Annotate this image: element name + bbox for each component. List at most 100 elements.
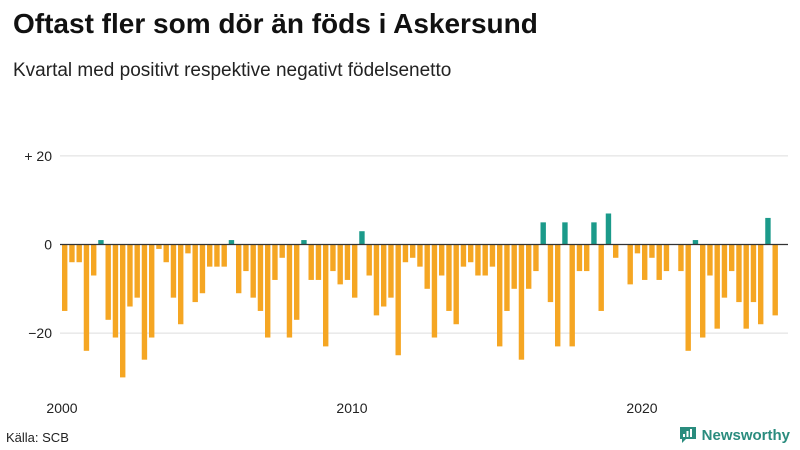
bar-65	[533, 244, 539, 272]
bar-90	[714, 244, 720, 329]
y-tick-label-1: 0	[44, 237, 52, 253]
bar-40	[352, 244, 358, 298]
bar-20	[207, 244, 213, 267]
bar-69	[562, 222, 568, 245]
bar-13	[156, 244, 162, 249]
bar-55	[460, 244, 467, 267]
bar-76	[613, 244, 619, 258]
bar-4	[91, 244, 97, 276]
bar-92	[729, 244, 735, 272]
bar-57	[475, 244, 481, 276]
bar-24	[236, 244, 242, 294]
bar-52	[439, 244, 445, 276]
brand-logo: Newsworthy	[679, 426, 790, 444]
bar-47	[402, 244, 409, 263]
bar-66	[540, 222, 546, 245]
bar-5	[98, 240, 104, 245]
bar-78	[627, 244, 633, 285]
bar-49	[417, 244, 423, 267]
bar-54	[453, 244, 459, 325]
bar-18	[192, 244, 198, 303]
bar-56	[468, 244, 474, 263]
bar-58	[482, 244, 488, 276]
bar-68	[555, 244, 561, 347]
bar-19	[199, 244, 206, 294]
bar-34	[308, 244, 314, 280]
bar-71	[576, 244, 583, 272]
bar-89	[707, 244, 713, 276]
bar-28	[265, 244, 271, 338]
bar-67	[547, 244, 554, 303]
bar-12	[149, 244, 155, 338]
bar-3	[83, 244, 90, 351]
bar-72	[584, 244, 590, 272]
bar-73	[591, 222, 597, 245]
bar-41	[359, 231, 365, 245]
bar-33	[301, 240, 307, 245]
bar-83	[663, 244, 670, 272]
bar-31	[286, 244, 293, 338]
bar-88	[700, 244, 706, 338]
bar-10	[134, 244, 140, 298]
bar-36	[323, 244, 329, 347]
bar-64	[526, 244, 532, 289]
bar-96	[758, 244, 764, 325]
brand-name: Newsworthy	[701, 426, 790, 444]
bar-80	[642, 244, 648, 280]
y-tick-label-0: + 20	[24, 148, 52, 164]
bar-22	[221, 244, 227, 267]
bar-9	[127, 244, 133, 307]
bar-11	[141, 244, 148, 360]
bar-75	[605, 213, 612, 245]
bar-35	[315, 244, 322, 280]
source-note: Källa: SCB	[6, 430, 69, 445]
bar-15	[170, 244, 177, 298]
bar-85	[678, 244, 684, 272]
bar-26	[250, 244, 256, 298]
bar-97	[765, 217, 771, 245]
bar-63	[518, 244, 525, 360]
bar-53	[446, 244, 452, 311]
bar-32	[294, 244, 300, 320]
bar-23	[228, 240, 235, 245]
bar-98	[772, 244, 778, 316]
bar-62	[511, 244, 517, 289]
bar-30	[279, 244, 285, 258]
bar-43	[373, 244, 380, 316]
bar-70	[569, 244, 575, 347]
y-tick-label-2: −20	[28, 325, 52, 341]
chart-title: Oftast fler som dör än föds i Askersund	[13, 8, 538, 39]
bar-37	[330, 244, 336, 272]
bar-94	[743, 244, 749, 329]
chart-subtitle: Kvartal med positivt respektive negativt…	[13, 60, 452, 81]
bar-8	[120, 244, 126, 378]
bar-25	[243, 244, 249, 272]
bar-27	[257, 244, 264, 311]
x-tick-label-1: 2010	[336, 400, 367, 416]
x-tick-label-0: 2000	[46, 400, 77, 416]
bar-1	[69, 244, 75, 263]
bar-16	[178, 244, 184, 325]
bar-42	[366, 244, 372, 276]
bar-48	[410, 244, 416, 258]
bar-95	[750, 244, 757, 303]
bar-74	[598, 244, 604, 311]
bar-93	[736, 244, 742, 303]
bar-87	[692, 240, 699, 245]
bar-39	[344, 244, 351, 280]
bar-91	[721, 244, 728, 298]
bar-29	[272, 244, 278, 280]
bar-61	[504, 244, 510, 311]
bar-50	[424, 244, 430, 289]
bar-6	[105, 244, 111, 320]
bar-44	[381, 244, 387, 307]
bar-17	[185, 244, 191, 254]
x-tick-label-2: 2020	[626, 400, 657, 416]
bar-79	[634, 244, 641, 254]
newsworthy-logo-icon	[679, 427, 696, 443]
bar-59	[489, 244, 496, 267]
bar-14	[163, 244, 169, 263]
bar-0	[62, 244, 68, 311]
bar-7	[112, 244, 119, 338]
